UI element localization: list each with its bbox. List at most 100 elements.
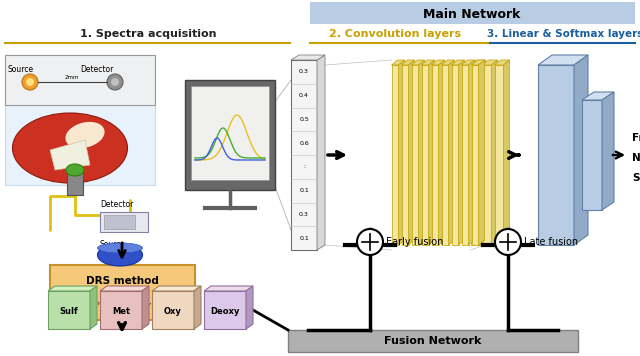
Polygon shape	[399, 60, 404, 245]
Text: DRS method: DRS method	[86, 276, 159, 286]
Polygon shape	[191, 86, 269, 180]
Text: Detector: Detector	[100, 200, 133, 209]
Polygon shape	[429, 60, 435, 245]
Text: Main Network: Main Network	[423, 7, 521, 21]
Circle shape	[495, 229, 521, 255]
Text: Fresh: Fresh	[632, 133, 640, 143]
Polygon shape	[412, 60, 424, 65]
Text: 0.3: 0.3	[299, 69, 309, 74]
Polygon shape	[50, 265, 195, 320]
Polygon shape	[431, 60, 445, 65]
Polygon shape	[48, 286, 97, 291]
Polygon shape	[392, 60, 404, 65]
Text: 3. Linear & Softmax layers: 3. Linear & Softmax layers	[487, 29, 640, 39]
Text: Deoxy: Deoxy	[211, 308, 240, 316]
Polygon shape	[48, 291, 90, 329]
Text: 0.4: 0.4	[299, 93, 309, 98]
Ellipse shape	[97, 243, 143, 253]
Polygon shape	[90, 286, 97, 329]
Text: Source: Source	[8, 65, 34, 74]
FancyBboxPatch shape	[310, 2, 635, 24]
Text: 0.5: 0.5	[299, 117, 309, 122]
Polygon shape	[470, 65, 479, 245]
Polygon shape	[492, 60, 497, 245]
Polygon shape	[317, 55, 325, 250]
Polygon shape	[291, 60, 317, 250]
Polygon shape	[451, 65, 458, 245]
Polygon shape	[483, 60, 497, 65]
Polygon shape	[100, 286, 149, 291]
Polygon shape	[442, 65, 449, 245]
Polygon shape	[495, 65, 504, 245]
Polygon shape	[461, 65, 468, 245]
Polygon shape	[204, 286, 253, 291]
Polygon shape	[479, 60, 484, 245]
Polygon shape	[401, 60, 415, 65]
Polygon shape	[422, 60, 435, 65]
Polygon shape	[142, 286, 149, 329]
Polygon shape	[458, 60, 465, 245]
Polygon shape	[246, 286, 253, 329]
Text: 2mm: 2mm	[65, 75, 79, 80]
Text: $R_{fitting}(\mu_a(\lambda),\mu_s\'(\lambda),\rho)$: $R_{fitting}(\mu_a(\lambda),\mu_s\'(\lam…	[83, 293, 162, 309]
Polygon shape	[185, 80, 275, 190]
Polygon shape	[408, 60, 415, 245]
Polygon shape	[431, 65, 438, 245]
Ellipse shape	[66, 164, 84, 176]
Polygon shape	[100, 212, 148, 232]
Polygon shape	[422, 65, 429, 245]
Text: 2. Convolution layers: 2. Convolution layers	[329, 29, 461, 39]
Text: Source: Source	[100, 240, 126, 249]
Polygon shape	[468, 60, 474, 245]
Text: Sulf: Sulf	[60, 308, 78, 316]
Polygon shape	[152, 286, 201, 291]
Circle shape	[107, 74, 123, 90]
Circle shape	[26, 78, 34, 86]
Text: Oxy: Oxy	[164, 308, 182, 316]
Polygon shape	[438, 60, 445, 245]
Polygon shape	[442, 60, 454, 65]
Polygon shape	[194, 286, 201, 329]
Polygon shape	[582, 100, 602, 210]
Polygon shape	[602, 92, 614, 210]
Polygon shape	[470, 60, 486, 65]
Polygon shape	[504, 60, 509, 245]
Polygon shape	[152, 291, 194, 329]
Text: Spoiled: Spoiled	[632, 173, 640, 183]
Text: 0.6: 0.6	[299, 141, 309, 146]
Ellipse shape	[13, 113, 127, 183]
Text: 0.1: 0.1	[299, 236, 309, 241]
Polygon shape	[419, 60, 424, 245]
Polygon shape	[472, 60, 484, 65]
Polygon shape	[291, 55, 325, 60]
Polygon shape	[449, 60, 454, 245]
Ellipse shape	[97, 244, 143, 266]
Polygon shape	[574, 55, 588, 245]
Polygon shape	[392, 65, 399, 245]
Ellipse shape	[65, 122, 104, 148]
Polygon shape	[412, 65, 419, 245]
Circle shape	[111, 78, 119, 86]
Polygon shape	[100, 291, 142, 329]
Polygon shape	[538, 65, 574, 245]
Polygon shape	[461, 60, 474, 65]
Polygon shape	[451, 60, 465, 65]
Polygon shape	[538, 55, 588, 65]
Circle shape	[22, 74, 38, 90]
Polygon shape	[472, 65, 479, 245]
Polygon shape	[67, 170, 83, 195]
Text: Early fusion: Early fusion	[386, 237, 444, 247]
Text: Late fusion: Late fusion	[524, 237, 578, 247]
Circle shape	[357, 229, 383, 255]
Polygon shape	[288, 330, 578, 352]
Polygon shape	[5, 55, 155, 185]
Polygon shape	[483, 65, 492, 245]
Polygon shape	[582, 92, 614, 100]
Polygon shape	[495, 60, 509, 65]
Polygon shape	[401, 65, 408, 245]
Polygon shape	[479, 60, 486, 245]
Polygon shape	[204, 291, 246, 329]
Polygon shape	[5, 55, 155, 105]
Text: Detector: Detector	[80, 65, 113, 74]
Text: Fusion Network: Fusion Network	[384, 336, 482, 346]
